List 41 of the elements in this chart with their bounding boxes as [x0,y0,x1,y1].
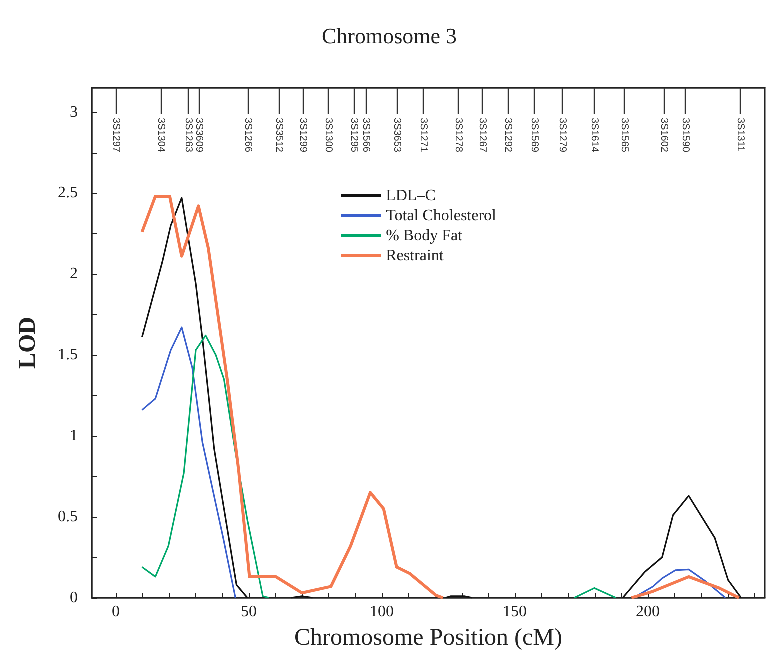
ref-line-label: 3S1295 [348,118,360,153]
ref-line-label: 3S1304 [156,118,167,153]
ref-line-label: 3S1271 [418,118,429,153]
ref-line-label: 3S1266 [242,118,254,153]
x-tick-label: 150 [502,604,527,620]
ref-line-label: 3S1565 [618,118,630,153]
y-tick-label: 2 [70,266,78,283]
ref-line-label: 3S1279 [556,118,568,153]
x-tick-label: 50 [240,604,257,620]
ref-line-label: 3S1278 [452,118,464,153]
legend-label: LDL–C [386,188,436,204]
y-tick-label: 1 [70,428,78,445]
ref-line-label: 3S3512 [274,118,285,153]
x-tick-label: 0 [112,604,120,620]
ref-line-label: 3S1602 [658,118,670,153]
legend-label: Total Cholesterol [386,208,498,224]
y-tick-label: 0.5 [58,508,78,526]
ref-line-label: 3S1569 [529,118,540,153]
ref-line-label: 3S1566 [360,118,372,153]
x-tick-label: 100 [370,604,394,620]
ref-line-label: 3S3609 [194,118,205,153]
y-tick-label: 2.5 [58,184,78,202]
y-tick-label: 0 [70,590,78,606]
legend-label: % Body Fat [386,228,464,244]
ref-line-label: 3S1300 [323,118,334,153]
ref-line-label: 3S1292 [502,118,514,153]
x-tick-label: 200 [636,604,660,620]
y-axis-title: LOD [15,316,41,370]
x-axis-title: Chromosome Position (cM) [294,625,562,651]
ref-line-label: 3S1311 [735,118,746,152]
ref-line-label: 3S1263 [182,118,194,153]
legend-label: Restraint [386,248,444,264]
ref-line-label: 3S1614 [588,118,600,153]
ref-line-label: 3S1267 [477,118,488,153]
chart-title: Chromosome 3 [322,24,458,48]
ref-line-label: 3S1590 [680,118,692,153]
ref-line-label: 3S3653 [391,118,402,153]
ref-line-label: 3S1299 [298,118,309,153]
y-tick-label: 3 [70,104,78,121]
ref-line-label: 3S1297 [110,118,122,153]
y-tick-label: 1.5 [58,346,78,364]
